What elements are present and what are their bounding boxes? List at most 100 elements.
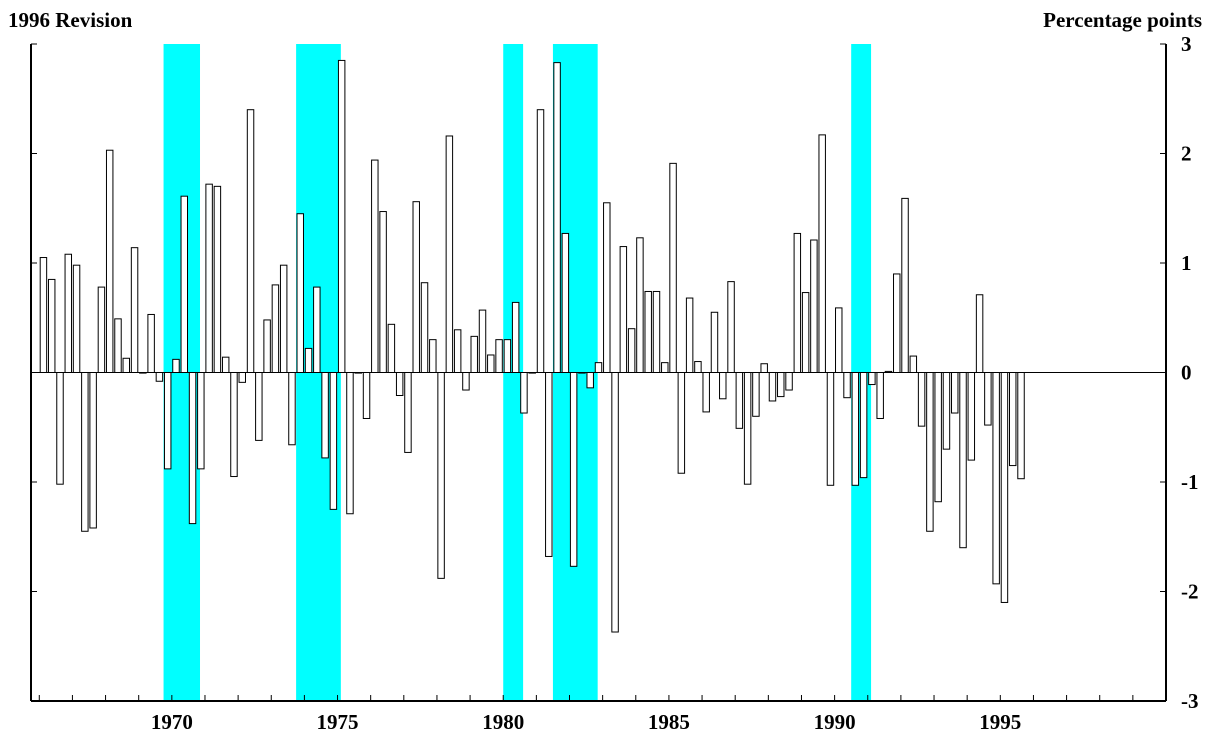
bar-112 xyxy=(959,372,967,549)
bar-90 xyxy=(777,372,785,398)
bar-69 xyxy=(603,202,611,373)
bar-18 xyxy=(180,195,188,373)
bar-32 xyxy=(296,213,304,373)
bar-93 xyxy=(801,292,810,373)
bar-64 xyxy=(561,232,570,373)
bar-22 xyxy=(213,185,222,373)
bar-54 xyxy=(478,309,487,373)
bar-21 xyxy=(205,183,213,373)
x-tick-label: 1985 xyxy=(648,710,690,734)
bar-115 xyxy=(984,372,992,426)
bar-109 xyxy=(934,372,942,503)
x-tick-label: 1995 xyxy=(979,710,1021,734)
bar-97 xyxy=(835,307,843,373)
bar-105 xyxy=(901,197,909,373)
bar-24 xyxy=(230,372,238,478)
bar-63 xyxy=(553,62,561,374)
y-tick-label: 1 xyxy=(1181,251,1192,275)
bar-11 xyxy=(122,357,131,373)
bar-40 xyxy=(362,372,371,419)
bar-107 xyxy=(917,372,926,427)
bar-96 xyxy=(826,372,835,486)
bar-80 xyxy=(694,361,702,373)
bar-106 xyxy=(909,355,918,374)
bar-48 xyxy=(429,339,437,373)
bar-84 xyxy=(727,281,735,373)
bar-42 xyxy=(379,211,387,373)
bar-67 xyxy=(586,372,594,389)
bar-31 xyxy=(288,372,296,446)
y-tick-label: -2 xyxy=(1181,580,1199,604)
bar-35 xyxy=(321,372,329,459)
bar-117 xyxy=(1000,372,1009,603)
bar-83 xyxy=(719,372,727,400)
bar-45 xyxy=(404,372,412,453)
bar-89 xyxy=(768,372,777,402)
bar-72 xyxy=(627,328,636,374)
bar-65 xyxy=(569,372,578,567)
bar-74 xyxy=(644,290,652,373)
bar-111 xyxy=(951,372,959,414)
y-tick-label: 2 xyxy=(1181,142,1192,166)
bar-51 xyxy=(453,329,462,374)
bar-92 xyxy=(793,232,802,373)
bar-6 xyxy=(81,372,89,532)
bar-55 xyxy=(487,354,495,374)
bar-15 xyxy=(155,372,164,382)
bar-68 xyxy=(594,362,603,374)
bar-49 xyxy=(437,372,445,579)
bar-46 xyxy=(412,201,420,373)
bar-62 xyxy=(545,372,553,557)
bar-56 xyxy=(495,339,503,373)
bar-29 xyxy=(271,284,280,373)
bar-16 xyxy=(163,372,172,470)
y-axis-label: Percentage points xyxy=(1043,8,1202,32)
bar-34 xyxy=(313,286,321,373)
bar-114 xyxy=(975,294,984,374)
bar-47 xyxy=(420,282,429,373)
x-tick-label: 1990 xyxy=(814,710,856,734)
bar-78 xyxy=(677,372,686,474)
bar-12 xyxy=(130,247,139,373)
bar-88 xyxy=(760,363,768,373)
bar-14 xyxy=(147,313,155,373)
bar-52 xyxy=(462,372,470,391)
bar-19 xyxy=(188,372,197,525)
bar-20 xyxy=(197,372,205,470)
bar-113 xyxy=(967,372,976,461)
y-tick-label: 3 xyxy=(1181,32,1192,56)
bar-44 xyxy=(395,372,404,396)
bar-99 xyxy=(851,372,860,486)
bar-77 xyxy=(669,162,677,373)
bar-17 xyxy=(172,358,180,373)
bar-23 xyxy=(221,356,230,374)
bar-36 xyxy=(329,372,338,510)
bar-87 xyxy=(752,372,760,417)
bar-73 xyxy=(636,237,644,373)
bar-104 xyxy=(893,273,901,374)
x-tick-label: 1975 xyxy=(317,710,359,734)
bar-70 xyxy=(611,372,619,633)
bar-100 xyxy=(859,372,868,479)
bar-27 xyxy=(255,372,263,441)
bar-8 xyxy=(97,286,106,373)
bar-118 xyxy=(1009,372,1017,467)
bar-43 xyxy=(387,323,396,374)
bar-101 xyxy=(868,372,876,386)
x-tick-label: 1980 xyxy=(482,710,524,734)
bar-53 xyxy=(470,335,478,373)
bar-75 xyxy=(652,290,661,373)
y-tick-label: 0 xyxy=(1181,361,1192,385)
bar-61 xyxy=(536,109,545,373)
bar-7 xyxy=(89,372,97,529)
bar-30 xyxy=(279,264,288,373)
bar-2 xyxy=(47,278,56,374)
bar-102 xyxy=(876,372,884,419)
bar-79 xyxy=(685,297,694,374)
bar-110 xyxy=(942,372,951,450)
bar-3 xyxy=(56,372,64,485)
bar-116 xyxy=(992,372,1000,585)
bar-119 xyxy=(1017,372,1025,480)
